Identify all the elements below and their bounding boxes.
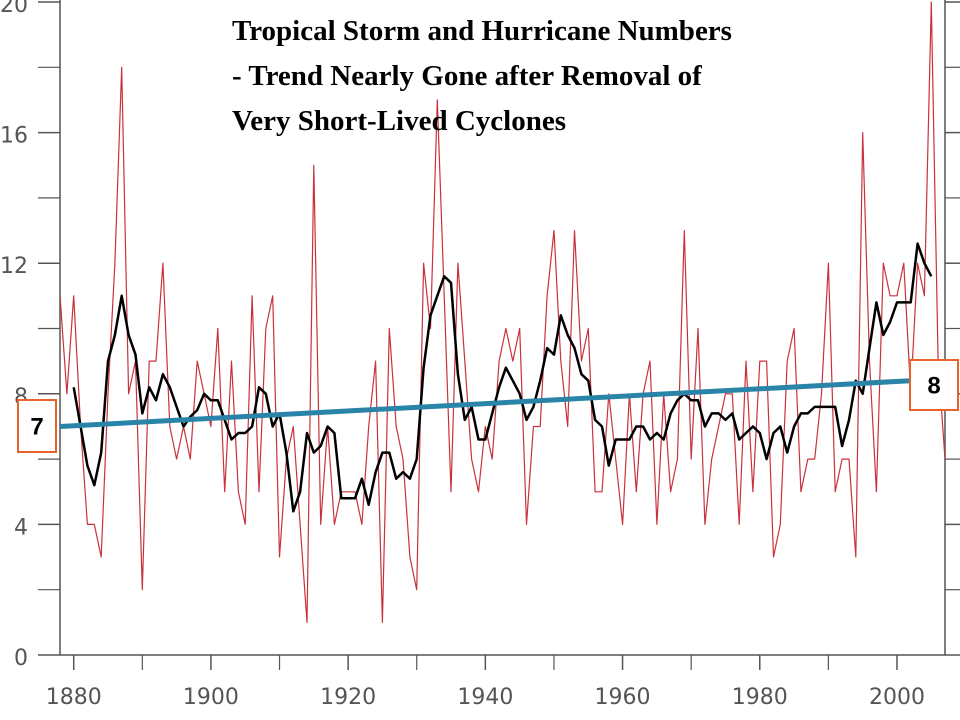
x-tick-label: 2000	[869, 685, 925, 710]
series-line	[60, 378, 911, 429]
series-line	[60, 1, 945, 623]
y-tick-label: 12	[0, 254, 28, 279]
annotation-box	[909, 359, 959, 411]
series-line	[72, 242, 933, 513]
x-tick-label: 1900	[183, 685, 239, 710]
x-tick-label: 1920	[320, 685, 376, 710]
y-tick-label: 20	[0, 0, 28, 18]
annotation-label: 7	[30, 413, 43, 440]
y-tick-label: 0	[14, 646, 28, 671]
x-tick-label: 1960	[595, 685, 651, 710]
chart-title: - Trend Nearly Gone after Removal of	[232, 60, 702, 92]
annotation-label: 8	[927, 372, 940, 399]
series-group	[60, 1, 945, 623]
y-tick-label: 16	[0, 124, 28, 149]
x-tick-label: 1940	[457, 685, 513, 710]
chart-title: Very Short-Lived Cyclones	[232, 105, 566, 137]
chart-title: Tropical Storm and Hurricane Numbers	[232, 15, 732, 47]
x-tick-label: 1980	[732, 685, 788, 710]
y-tick-label: 4	[14, 515, 28, 540]
annotation-box	[17, 399, 57, 453]
x-tick-label: 1880	[46, 685, 102, 710]
